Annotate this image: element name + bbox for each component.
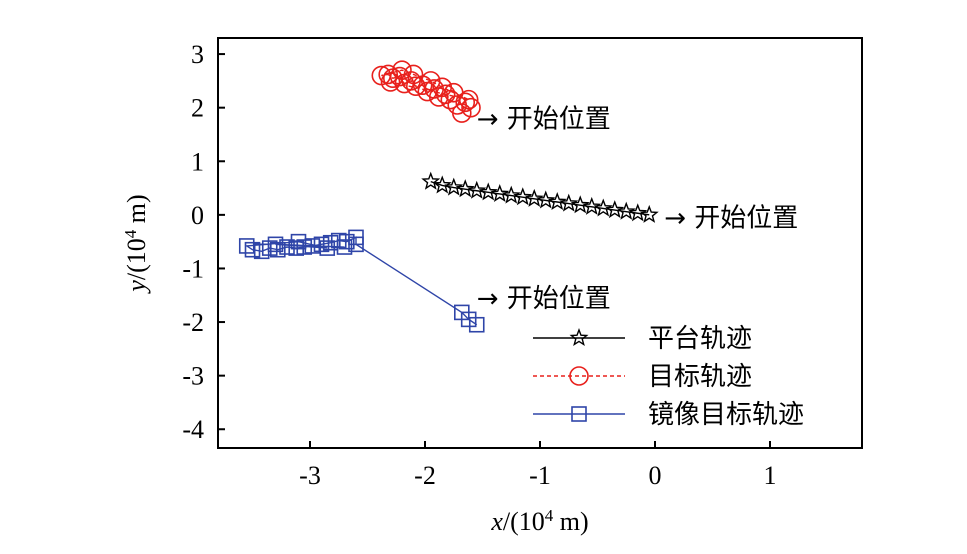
data-point (421, 171, 441, 190)
data-point (261, 240, 278, 256)
axis-exponent: 4 (121, 229, 140, 238)
y-tick-label: 3 (191, 40, 204, 69)
legend-label: 镜像目标轨迹 (648, 400, 804, 430)
data-point (244, 241, 261, 258)
data-point (455, 92, 476, 113)
data-point (478, 182, 498, 201)
data-point (290, 233, 307, 250)
x-tick-label: -2 (414, 461, 436, 490)
axis-unit-prefix: /(10 (122, 238, 151, 280)
y-tick-label: 2 (191, 94, 204, 123)
data-point (417, 81, 438, 102)
series-1 (421, 171, 659, 223)
data-point (559, 193, 579, 212)
legend-label: 目标轨迹 (648, 362, 752, 392)
start-position-annotation: → 开始位置 (477, 284, 611, 314)
axis-variable: y (122, 280, 151, 295)
data-point (392, 60, 412, 80)
data-point (420, 71, 441, 91)
data-point (458, 89, 479, 110)
y-tick-label: -2 (182, 308, 204, 337)
x-axis-ticks: -3 -2 -1 0 1 (299, 441, 777, 490)
data-point (432, 77, 453, 98)
start-position-annotation: → 开始位置 (664, 204, 798, 234)
data-point (405, 76, 426, 97)
x-tick-label: 0 (649, 461, 662, 490)
legend-item: 目标轨迹 (533, 362, 752, 392)
axis-variable: x (490, 507, 503, 536)
plot-area (238, 60, 659, 333)
y-axis-label: y/(104 m) (121, 194, 152, 294)
legend-marker (571, 406, 587, 422)
data-point (348, 229, 364, 246)
y-tick-label: -1 (182, 254, 204, 283)
legend-item: 平台轨迹 (533, 324, 752, 354)
data-point (524, 188, 544, 207)
data-point (432, 175, 452, 194)
data-point (378, 64, 399, 85)
x-axis-label: x/(104 m) (490, 506, 588, 537)
data-point (593, 198, 613, 217)
x-tick-label: -3 (299, 461, 321, 490)
data-point (338, 233, 355, 250)
data-point (319, 240, 336, 256)
legend-marker (569, 328, 589, 347)
data-point (468, 316, 485, 333)
data-point (467, 180, 487, 199)
data-point (605, 200, 625, 219)
y-tick-label: -3 (182, 362, 204, 391)
y-tick-label: -4 (182, 415, 204, 444)
annotations: → 开始位置 → 开始位置 → 开始位置 (477, 104, 799, 314)
data-point (628, 203, 648, 222)
start-position-annotation: → 开始位置 (477, 104, 611, 134)
data-point (403, 64, 424, 85)
legend-item: 镜像目标轨迹 (533, 400, 804, 430)
data-point (267, 236, 284, 253)
data-point (453, 304, 470, 321)
data-point (447, 95, 468, 115)
data-point (238, 238, 255, 254)
y-tick-label: 0 (191, 201, 204, 230)
data-point (547, 192, 567, 211)
data-point (279, 239, 295, 255)
data-point (444, 177, 464, 196)
series-3 (238, 229, 485, 333)
data-point (639, 204, 659, 223)
data-point (380, 72, 401, 92)
data-point (490, 183, 510, 203)
x-tick-label: -1 (529, 461, 551, 490)
legend-label: 平台轨迹 (648, 324, 752, 354)
series-2 (371, 60, 481, 123)
axis-unit: m) (553, 507, 588, 536)
x-tick-label: 1 (764, 461, 777, 490)
axis-unit: m) (122, 194, 151, 229)
data-point (455, 179, 475, 198)
data-point (616, 201, 636, 220)
legend-marker (569, 366, 589, 386)
data-point (582, 196, 602, 215)
data-point (336, 239, 353, 255)
axis-unit-prefix: /(10 (503, 507, 545, 536)
y-axis-ticks: 3 2 1 0 -1 -2 -3 -4 (182, 40, 225, 444)
data-point (296, 239, 313, 255)
data-point (501, 185, 521, 204)
axis-exponent: 4 (545, 506, 554, 525)
data-point (269, 241, 286, 258)
data-point (461, 97, 481, 118)
y-tick-label: 1 (191, 147, 204, 176)
data-point (513, 187, 533, 206)
data-point (536, 190, 556, 209)
data-point (570, 195, 590, 214)
series-line (244, 236, 478, 326)
data-point (313, 236, 330, 253)
